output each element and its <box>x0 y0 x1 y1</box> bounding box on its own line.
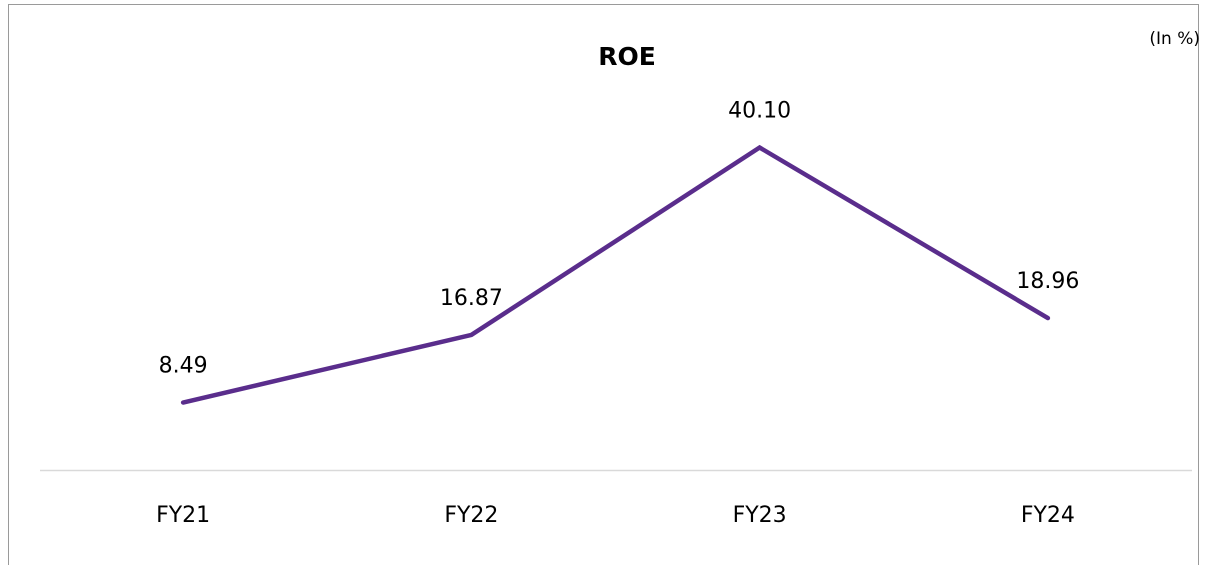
x-tick-label: FY21 <box>156 503 210 528</box>
data-label: 8.49 <box>159 354 208 379</box>
data-label: 18.96 <box>1016 269 1079 294</box>
unit-note: (In %) <box>1149 29 1200 49</box>
x-tick-label: FY23 <box>733 503 787 528</box>
line-series <box>180 144 1051 405</box>
data-label: 40.10 <box>728 99 791 124</box>
chart-title: ROE <box>598 42 656 71</box>
x-tick-label: FY22 <box>444 503 498 528</box>
data-label: 16.87 <box>440 286 503 311</box>
x-tick-label: FY24 <box>1021 503 1075 528</box>
frame <box>8 4 1199 565</box>
